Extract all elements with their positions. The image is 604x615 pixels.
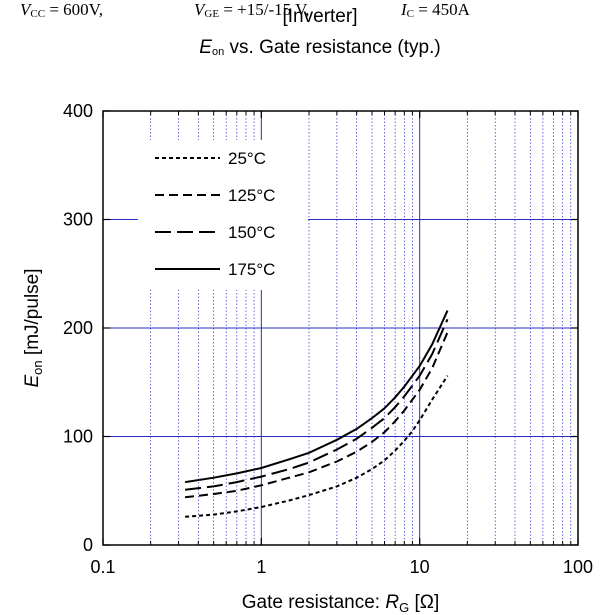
condition-vcc: VCC = 600V, — [20, 0, 103, 20]
series-lines — [184, 310, 449, 518]
title-symbol: E — [199, 37, 212, 58]
tick-labels: 0.1 1 10 100 0 100 200 300 400 — [63, 101, 593, 577]
y-tick-label: 300 — [63, 210, 93, 230]
y-tick-label: 100 — [63, 427, 93, 447]
series-line — [184, 310, 449, 484]
x-axis-label: Gate resistance: RG [Ω] — [242, 592, 440, 615]
y-tick-label: 0 — [83, 535, 93, 555]
y-tick-label: 400 — [63, 101, 93, 121]
x-tick-label: 1 — [256, 557, 266, 577]
x-tick-label: 10 — [410, 557, 430, 577]
y-axis-label: Eon [mJ/pulse] — [22, 268, 45, 387]
chart-title-line1: [Inverter] — [282, 6, 358, 27]
title-subscript: on — [211, 46, 225, 58]
legend-background — [138, 140, 308, 290]
legend-label: 25°C — [228, 149, 266, 168]
x-tick-label: 100 — [563, 557, 593, 577]
condition-ic-value: = 450A — [414, 0, 470, 19]
series-line — [185, 375, 449, 518]
legend-label: 175°C — [228, 260, 275, 279]
condition-vcc-value: = 600V, — [45, 0, 104, 19]
condition-ic: IC = 450A — [401, 0, 470, 20]
condition-vcc-subscript: CC — [30, 8, 46, 20]
title-text: vs. Gate resistance (typ.) — [224, 37, 441, 58]
x-tick-label: 0.1 — [90, 557, 115, 577]
axis-ticks — [102, 110, 579, 546]
legend: 25°C 125°C 150°C 175°C — [155, 149, 275, 279]
condition-ic-symbol: I — [401, 0, 407, 19]
chart-title-line2: Eon vs. Gate resistance (typ.) — [0, 37, 604, 59]
condition-vge-symbol: V — [194, 0, 205, 19]
legend-box — [138, 140, 308, 290]
series-line — [184, 331, 449, 499]
condition-ic-subscript: C — [406, 8, 415, 20]
legend-label: 150°C — [228, 223, 275, 242]
series-line — [184, 318, 449, 491]
condition-vge-subscript: GE — [204, 8, 220, 20]
condition-vcc-symbol: V — [20, 0, 31, 19]
legend-label: 125°C — [228, 186, 275, 205]
condition-vge: VGE = +15/-15 V, — [194, 0, 309, 20]
y-tick-label: 200 — [63, 318, 93, 338]
condition-vge-value: = +15/-15 V, — [219, 0, 310, 19]
